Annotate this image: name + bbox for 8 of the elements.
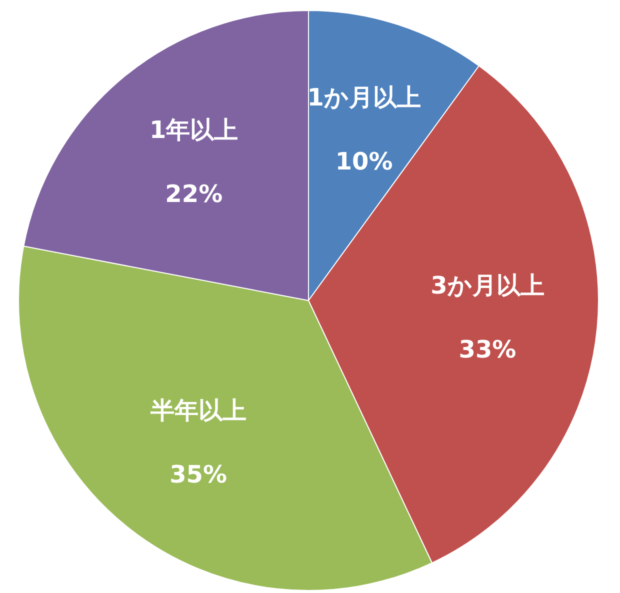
data-label: 22% [165, 180, 223, 208]
slice-label: 1年以上 [150, 116, 238, 144]
slice-label: 半年以上 [149, 396, 246, 425]
data-label: 10% [335, 147, 393, 176]
slice-label: 1か月以上 [307, 84, 421, 112]
data-label: 33% [458, 335, 516, 364]
slice-label: 3か月以上 [430, 272, 544, 300]
data-label: 35% [170, 460, 228, 488]
